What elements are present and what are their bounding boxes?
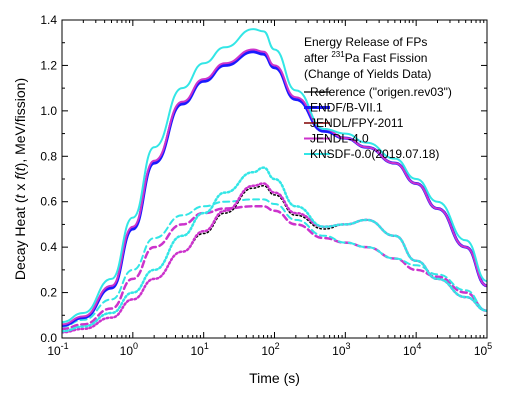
y-tick-label: 0.6: [40, 195, 57, 209]
y-axis: 0.0 0.2 0.4 0.6 0.8 1.0 1.2 1.4: [40, 13, 487, 345]
series-layer: [62, 28, 487, 334]
y-tick-label: 1.4: [40, 13, 57, 27]
series-beta-dotted-2: [62, 166, 487, 333]
x-axis: 10-1 100 101 102 103 104 105: [47, 20, 492, 358]
y-tick-label: 1.0: [40, 104, 57, 118]
series-beta-dotted-0: [62, 185, 487, 334]
series-gamma-dashed-1: [62, 205, 487, 331]
x-tick-label: 105: [474, 341, 492, 358]
y-axis-title: Decay Heat (t x f(t), MeV/fission): [12, 78, 28, 280]
series-beta-dotted-1: [62, 182, 487, 334]
x-tick-label: 103: [332, 341, 350, 358]
y-tick-label: 0.4: [40, 240, 57, 254]
y-tick-label: 0.2: [40, 286, 57, 300]
x-tick-label: 10-1: [47, 341, 68, 358]
y-tick-label: 1.2: [40, 58, 57, 72]
x-tick-label: 101: [190, 341, 208, 358]
x-tick-label: 102: [261, 341, 279, 358]
series-total-solid-2: [62, 48, 487, 326]
legend-title-line: Energy Release of FPs: [304, 35, 427, 49]
x-axis-title: Time (s): [249, 370, 300, 386]
x-tick-label: 104: [403, 341, 421, 358]
legend-entry-label: Reference ("origen.rev03"): [310, 85, 452, 99]
series-total-solid-3: [62, 28, 487, 324]
legend-entry-label: KNSDF-0.0(2019.07.18): [310, 147, 439, 161]
legend-entry-label: JENDL-4.0: [310, 132, 369, 146]
legend-title-line: after 231Pa Fast Fission: [304, 50, 427, 65]
legend-title-line: (Change of Yields Data): [304, 67, 431, 81]
y-tick-label: 0.0: [40, 331, 57, 345]
x-tick-label: 100: [120, 341, 138, 358]
series-gamma-dashed-2: [62, 198, 487, 328]
y-tick-label: 0.8: [40, 149, 57, 163]
legend-entry-label: JENDL/FPY-2011: [310, 116, 404, 130]
legend-entry-label: ENDF/B-VII.1: [310, 101, 383, 115]
